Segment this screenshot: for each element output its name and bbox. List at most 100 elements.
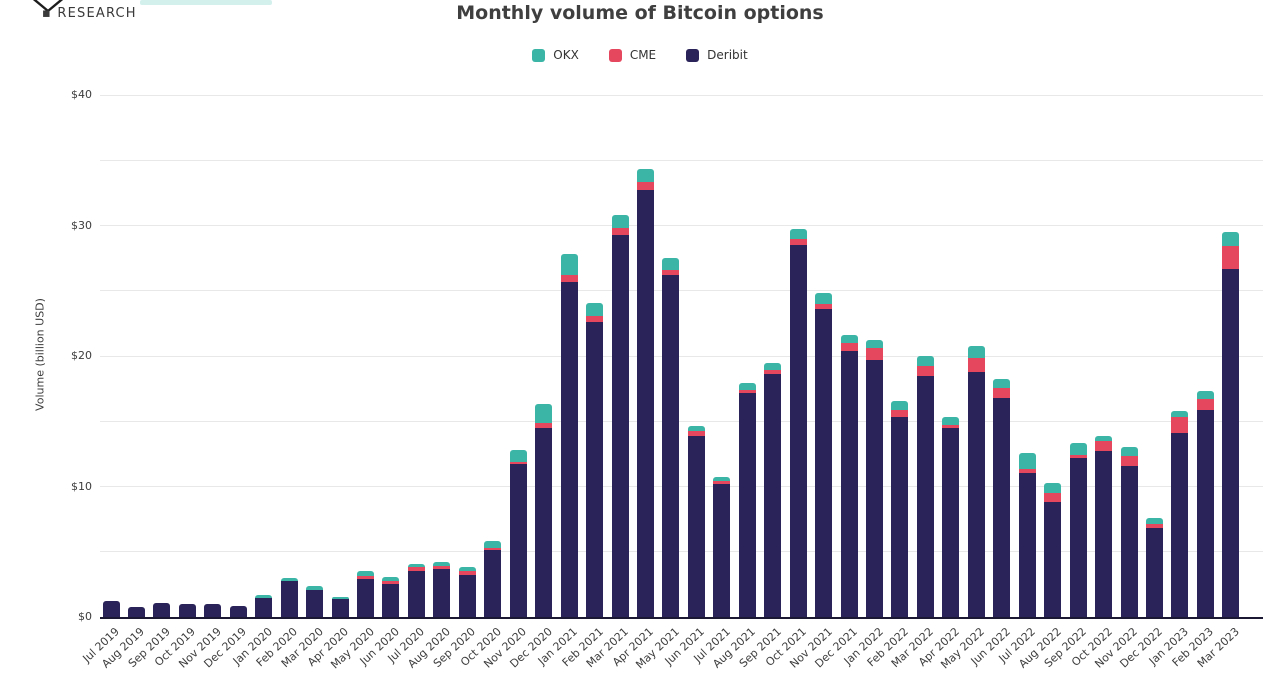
bar-segment-deribit: [866, 359, 883, 617]
bar-nov-2021: [815, 95, 833, 617]
legend-swatch-cme: [608, 48, 622, 62]
bar-aug-2022: [1044, 95, 1062, 617]
bar-segment-deribit: [764, 374, 782, 617]
bar-segment-cme: [636, 182, 654, 191]
bar-segment-cme: [1120, 455, 1138, 466]
bar-segment-cme: [738, 389, 756, 393]
bar-jul-2020: [407, 95, 425, 617]
bar-may-2022: [967, 95, 985, 617]
bar-feb-2021: [586, 95, 604, 617]
bar-apr-2022: [942, 95, 960, 617]
bar-segment-deribit: [1069, 457, 1087, 617]
y-tick-label-0: $0: [78, 610, 92, 623]
bar-segment-cme: [916, 365, 934, 376]
bar-segment-okx: [458, 567, 476, 572]
bar-segment-cme: [942, 424, 960, 428]
bar-segment-cme: [815, 303, 833, 310]
bar-mar-2021: [611, 95, 629, 617]
bar-segment-deribit: [993, 397, 1011, 617]
bar-feb-2023: [1196, 95, 1214, 617]
bar-segment-okx: [357, 571, 374, 576]
bar-segment-okx: [891, 401, 909, 410]
bar-segment-okx: [789, 229, 807, 239]
bar-segment-deribit: [1120, 465, 1138, 617]
bar-segment-okx: [611, 215, 629, 229]
bar-segment-deribit: [942, 427, 960, 617]
bar-segment-deribit: [306, 589, 324, 617]
y-axis-label: Volume (billion USD): [33, 298, 47, 411]
bar-feb-2022: [891, 95, 909, 617]
bar-segment-cme: [382, 581, 400, 585]
gridline-15: [100, 420, 1263, 422]
bar-segment-deribit: [1222, 268, 1240, 617]
bar-segment-deribit: [1171, 433, 1189, 617]
legend-label-cme: CME: [629, 48, 657, 62]
gridline-10: [100, 486, 1263, 487]
bar-segment-deribit: [153, 602, 171, 617]
legend-swatch-deribit: [686, 48, 700, 62]
bar-segment-okx: [1196, 390, 1214, 400]
bar-segment-cme: [1222, 246, 1240, 269]
bar-segment-okx: [535, 404, 553, 423]
chart-legend: OKX CME Deribit: [0, 48, 1280, 62]
bar-segment-cme: [891, 409, 909, 418]
bar-segment-deribit: [331, 598, 349, 617]
y-tick-label-10: $10: [71, 479, 92, 493]
legend-label-okx: OKX: [553, 48, 579, 62]
bar-segment-okx: [433, 562, 451, 567]
bar-segment-okx: [306, 585, 324, 590]
bar-segment-cme: [764, 370, 782, 375]
bar-segment-cme: [586, 315, 604, 323]
bar-jul-2019: [102, 95, 120, 617]
bar-segment-deribit: [611, 234, 629, 617]
bar-nov-2019: [204, 95, 222, 617]
bar-jan-2020: [255, 95, 273, 617]
bar-segment-okx: [1120, 446, 1138, 456]
bar-segment-deribit: [662, 275, 680, 617]
bar-segment-deribit: [357, 579, 374, 617]
bar-segment-deribit: [891, 417, 909, 617]
y-tick-label-20: $20: [71, 349, 92, 362]
bar-mar-2020: [306, 95, 324, 617]
bar-segment-deribit: [280, 581, 298, 617]
bar-segment-okx: [1069, 442, 1087, 455]
bar-segment-deribit: [255, 598, 273, 617]
bar-segment-okx: [713, 477, 731, 482]
bar-segment-deribit: [509, 464, 527, 617]
bar-segment-cme: [1196, 399, 1214, 411]
gridline-25: [100, 290, 1263, 292]
bar-segment-okx: [942, 416, 960, 425]
bar-segment-okx: [1044, 482, 1062, 494]
legend-item-okx: OKX: [532, 48, 579, 62]
bar-segment-okx: [636, 169, 654, 183]
bar-segment-deribit: [127, 606, 145, 617]
bar-segment-deribit: [586, 322, 604, 617]
bar-dec-2021: [840, 95, 858, 617]
bar-segment-deribit: [484, 550, 502, 617]
bar-segment-deribit: [815, 309, 833, 617]
x-axis-line: [100, 617, 1263, 619]
bar-may-2021: [662, 95, 680, 617]
chart-title: Monthly volume of Bitcoin options: [456, 2, 824, 24]
bar-jul-2022: [1018, 95, 1036, 617]
bar-feb-2020: [280, 95, 298, 617]
bar-dec-2022: [1145, 95, 1163, 617]
bar-segment-deribit: [535, 427, 553, 617]
bar-nov-2022: [1120, 95, 1138, 617]
y-tick-label-30: $30: [71, 218, 92, 232]
logo-brand-cropped: [140, 0, 272, 5]
bar-segment-okx: [687, 426, 705, 432]
bar-jun-2022: [993, 95, 1011, 617]
plot-area: Volume (billion USD) $0 $10 $20 $30 $40 Jul 2…: [34, 88, 1263, 671]
bar-sep-2021: [764, 95, 782, 617]
bar-segment-cme: [1018, 468, 1036, 474]
bar-jan-2022: [866, 95, 883, 617]
bar-segment-deribit: [560, 281, 578, 617]
bar-apr-2020: [331, 95, 349, 617]
bar-segment-cme: [687, 431, 705, 436]
bar-segment-okx: [1222, 232, 1240, 247]
bar-segment-deribit: [738, 392, 756, 617]
bar-oct-2020: [484, 95, 502, 617]
gridline-40: [100, 94, 1263, 96]
bar-segment-cme: [433, 566, 451, 570]
